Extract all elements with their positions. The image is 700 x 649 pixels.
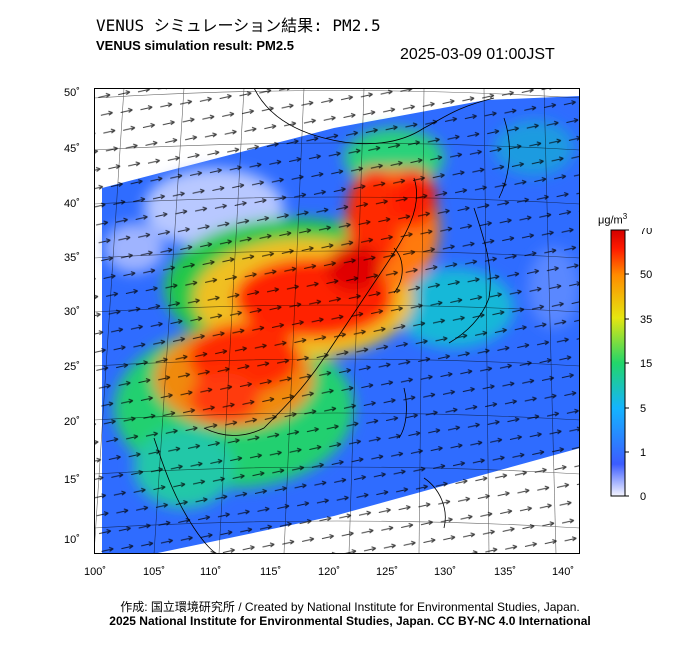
map-frame-border — [94, 88, 580, 554]
colorbar-tick-1: 1 — [640, 447, 646, 459]
lat-label-30: 30˚ — [64, 306, 80, 318]
lon-label-140: 140˚ — [552, 566, 575, 578]
lon-label-100: 100˚ — [84, 566, 107, 578]
lat-label-50: 50˚ — [64, 87, 80, 99]
colorbar: 70 50 35 15 5 1 0 — [610, 228, 652, 503]
lat-label-40: 40˚ — [64, 198, 80, 210]
lat-label-15: 15˚ — [64, 474, 80, 486]
colorbar-gradient — [610, 229, 626, 497]
lat-label-20: 20˚ — [64, 416, 80, 428]
wind-vectors — [94, 88, 580, 554]
title-english: VENUS simulation result: PM2.5 — [96, 38, 294, 53]
lat-label-35: 35˚ — [64, 252, 80, 264]
lon-label-125: 125˚ — [376, 566, 399, 578]
lon-label-130: 130˚ — [434, 566, 457, 578]
timestamp: 2025-03-09 01:00JST — [400, 46, 555, 63]
footer-copyright: 2025 National Institute for Environmenta… — [109, 614, 591, 628]
lat-label-10: 10˚ — [64, 534, 80, 546]
unit-prefix: μg/m — [598, 214, 623, 227]
colorbar-tick-35: 35 — [640, 314, 652, 326]
lon-label-115: 115˚ — [260, 566, 282, 578]
footer-credit: 作成: 国立環境研究所 / Created by National Instit… — [120, 600, 580, 614]
colorbar-tick-70: 70 — [640, 228, 652, 237]
title-japanese: VENUS シミュレーション結果: PM2.5 — [96, 16, 381, 35]
lon-label-105: 105˚ — [143, 566, 166, 578]
lon-label-110: 110˚ — [200, 566, 222, 578]
unit-exponent: 3 — [622, 212, 628, 221]
colorbar-tick-5: 5 — [640, 403, 646, 415]
colorbar-tick-15: 15 — [640, 358, 652, 370]
pm25-map — [94, 88, 580, 554]
lat-label-25: 25˚ — [64, 361, 80, 373]
coastlines — [153, 88, 510, 554]
lat-label-45: 45˚ — [64, 143, 80, 155]
lon-label-135: 135˚ — [494, 566, 517, 578]
colorbar-tick-50: 50 — [640, 269, 652, 281]
graticule — [94, 88, 580, 554]
lon-label-120: 120˚ — [318, 566, 341, 578]
colorbar-tick-0: 0 — [640, 491, 646, 503]
colorbar-unit: μg/m3 — [598, 212, 627, 227]
